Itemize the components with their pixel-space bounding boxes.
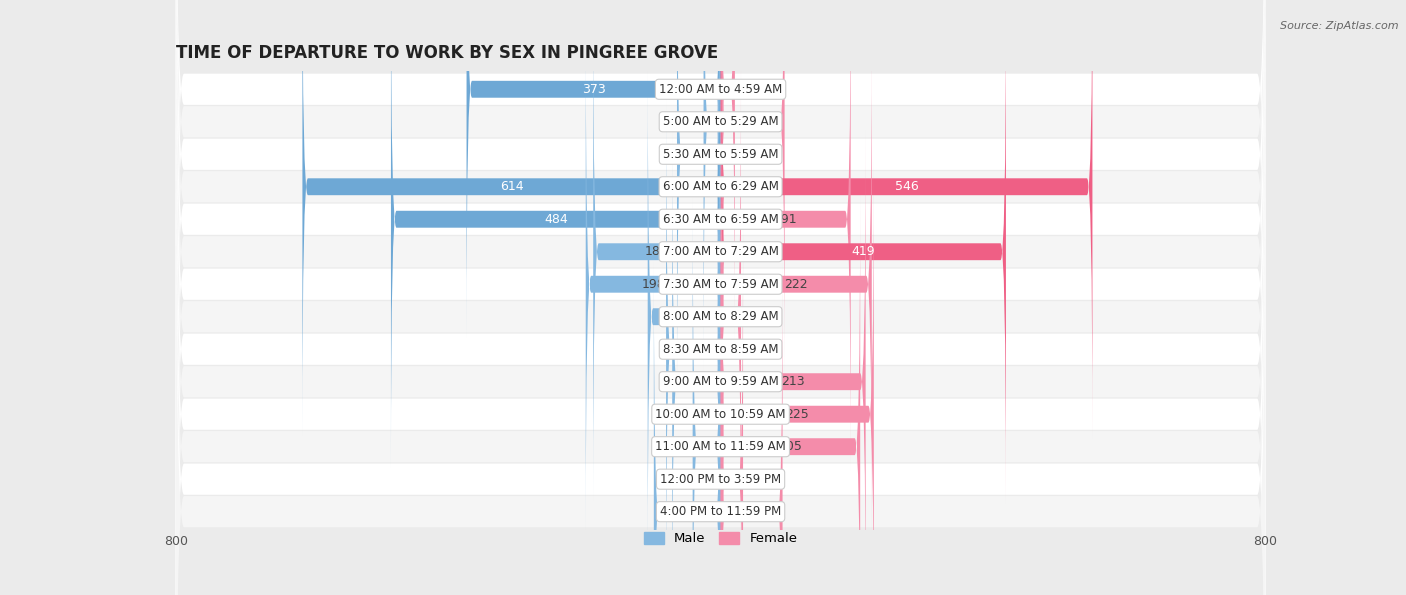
FancyBboxPatch shape — [467, 0, 721, 341]
Text: TIME OF DEPARTURE TO WORK BY SEX IN PINGREE GROVE: TIME OF DEPARTURE TO WORK BY SEX IN PING… — [176, 43, 718, 61]
FancyBboxPatch shape — [721, 0, 785, 373]
Text: 107: 107 — [672, 310, 696, 323]
FancyBboxPatch shape — [176, 0, 1265, 595]
Text: 30: 30 — [745, 310, 761, 323]
FancyBboxPatch shape — [721, 228, 742, 595]
Text: 0: 0 — [724, 148, 733, 161]
Text: 546: 546 — [894, 180, 918, 193]
Text: 6:30 AM to 6:59 AM: 6:30 AM to 6:59 AM — [662, 213, 779, 226]
FancyBboxPatch shape — [721, 0, 735, 341]
FancyBboxPatch shape — [721, 130, 866, 595]
Text: 10:00 AM to 10:59 AM: 10:00 AM to 10:59 AM — [655, 408, 786, 421]
FancyBboxPatch shape — [654, 260, 721, 595]
FancyBboxPatch shape — [176, 0, 1265, 594]
Text: 419: 419 — [852, 245, 875, 258]
FancyBboxPatch shape — [176, 0, 1265, 595]
Text: 64: 64 — [690, 148, 707, 161]
Text: 41: 41 — [673, 440, 689, 453]
Text: 71: 71 — [689, 375, 704, 388]
FancyBboxPatch shape — [721, 260, 783, 595]
FancyBboxPatch shape — [391, 0, 721, 471]
Text: 12:00 PM to 3:59 PM: 12:00 PM to 3:59 PM — [659, 472, 782, 486]
Text: 8:00 AM to 8:29 AM: 8:00 AM to 8:29 AM — [662, 310, 779, 323]
FancyBboxPatch shape — [176, 0, 1265, 595]
Text: 6:00 AM to 6:29 AM: 6:00 AM to 6:29 AM — [662, 180, 779, 193]
Text: 373: 373 — [582, 83, 606, 96]
FancyBboxPatch shape — [693, 195, 721, 595]
Text: 484: 484 — [544, 213, 568, 226]
Legend: Male, Female: Male, Female — [638, 527, 803, 550]
Text: 91: 91 — [744, 505, 759, 518]
Text: 205: 205 — [779, 440, 803, 453]
Text: 7:00 AM to 7:29 AM: 7:00 AM to 7:29 AM — [662, 245, 779, 258]
Text: 80: 80 — [685, 343, 702, 356]
FancyBboxPatch shape — [721, 0, 1005, 503]
FancyBboxPatch shape — [302, 0, 721, 439]
Text: 11:00 AM to 11:59 AM: 11:00 AM to 11:59 AM — [655, 440, 786, 453]
Text: 213: 213 — [782, 375, 804, 388]
Text: 0: 0 — [709, 472, 717, 486]
Text: 94: 94 — [745, 115, 761, 129]
FancyBboxPatch shape — [721, 195, 860, 595]
Text: 4:00 PM to 11:59 PM: 4:00 PM to 11:59 PM — [659, 505, 782, 518]
Text: Source: ZipAtlas.com: Source: ZipAtlas.com — [1281, 21, 1399, 31]
FancyBboxPatch shape — [678, 0, 721, 406]
Text: 12:00 AM to 4:59 AM: 12:00 AM to 4:59 AM — [659, 83, 782, 96]
FancyBboxPatch shape — [176, 0, 1265, 595]
Text: 98: 98 — [679, 505, 695, 518]
FancyBboxPatch shape — [176, 105, 1265, 595]
FancyBboxPatch shape — [176, 137, 1265, 595]
FancyBboxPatch shape — [703, 0, 721, 373]
FancyBboxPatch shape — [176, 0, 1265, 496]
FancyBboxPatch shape — [176, 7, 1265, 595]
FancyBboxPatch shape — [672, 130, 721, 595]
FancyBboxPatch shape — [176, 73, 1265, 595]
FancyBboxPatch shape — [176, 0, 1265, 528]
FancyBboxPatch shape — [176, 0, 1265, 464]
FancyBboxPatch shape — [593, 0, 721, 503]
FancyBboxPatch shape — [721, 162, 873, 595]
Text: 0: 0 — [709, 408, 717, 421]
Text: 198: 198 — [641, 278, 665, 291]
Text: 7:30 AM to 7:59 AM: 7:30 AM to 7:59 AM — [662, 278, 779, 291]
Text: 9:00 AM to 9:59 AM: 9:00 AM to 9:59 AM — [662, 375, 779, 388]
FancyBboxPatch shape — [721, 0, 851, 471]
FancyBboxPatch shape — [176, 40, 1265, 595]
FancyBboxPatch shape — [176, 0, 1265, 561]
Text: 21: 21 — [740, 83, 755, 96]
Text: 5:00 AM to 5:29 AM: 5:00 AM to 5:29 AM — [662, 115, 779, 129]
Text: 8:30 AM to 8:59 AM: 8:30 AM to 8:59 AM — [662, 343, 779, 356]
FancyBboxPatch shape — [721, 33, 872, 536]
Text: 0: 0 — [724, 343, 733, 356]
FancyBboxPatch shape — [721, 65, 741, 568]
FancyBboxPatch shape — [648, 65, 721, 568]
Text: 5:30 AM to 5:59 AM: 5:30 AM to 5:59 AM — [662, 148, 779, 161]
Text: 187: 187 — [645, 245, 669, 258]
FancyBboxPatch shape — [586, 33, 721, 536]
Text: 222: 222 — [785, 278, 808, 291]
Text: 614: 614 — [499, 180, 523, 193]
Text: 191: 191 — [773, 213, 797, 226]
Text: 225: 225 — [786, 408, 808, 421]
Text: 33: 33 — [747, 472, 763, 486]
FancyBboxPatch shape — [666, 98, 721, 595]
Text: 25: 25 — [683, 115, 699, 129]
FancyBboxPatch shape — [721, 0, 1092, 439]
